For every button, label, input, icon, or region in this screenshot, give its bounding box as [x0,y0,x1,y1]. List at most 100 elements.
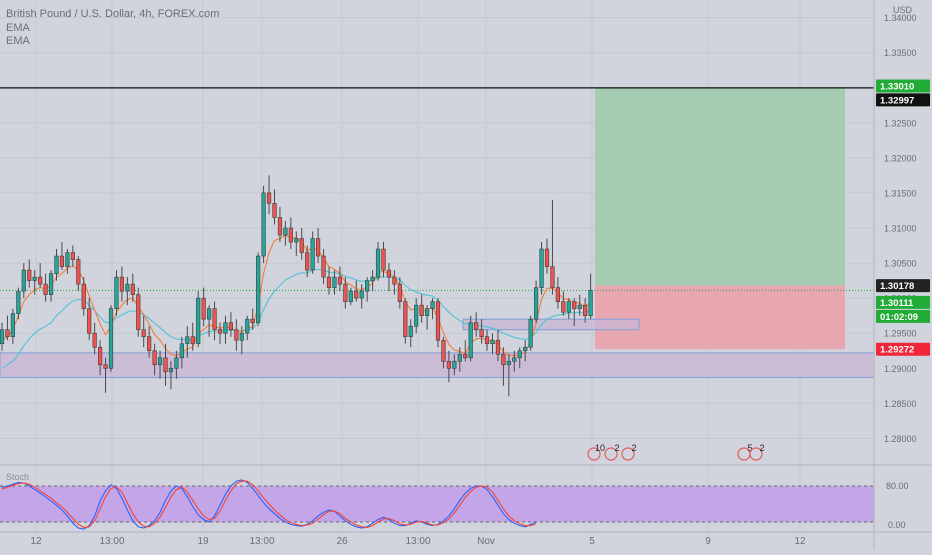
candle [168,361,174,390]
candle [141,315,146,348]
candle [250,308,255,330]
candle [550,199,555,295]
time-tick-label: 13:00 [405,536,430,547]
event-marker: 2 [749,443,765,461]
candle [577,294,582,316]
candle [588,273,593,320]
stoch-tick-80: 80.00 [886,481,909,491]
candle [495,329,501,362]
candle [65,249,70,274]
stop-price-tag: 1.29272 [876,342,930,356]
price-tick-label: 1.29000 [884,364,917,374]
candle [119,266,124,302]
candle [212,301,217,341]
target-zone [595,86,845,286]
candle [81,277,86,316]
target-price-tag: 1.33010 [876,79,930,93]
time-tick-label: 26 [336,536,348,547]
candle [196,291,201,348]
candle [326,266,332,295]
event-marker-count: 2 [759,443,764,453]
candle [343,277,348,309]
stoch-band [0,486,874,522]
event-marker-count: 10 [595,443,605,453]
time-tick-label: 12 [794,536,806,547]
candle [457,347,462,372]
line-price-tag: 1.32997 [876,93,930,107]
price-tick-label: 1.32000 [884,153,917,163]
candle [16,287,21,320]
candle [430,298,435,320]
candle [479,319,484,344]
candle [261,185,266,264]
stoch-tick-0: 0.00 [888,520,906,530]
candle [223,315,228,344]
candle [583,298,588,323]
candle [185,326,190,358]
candle [76,256,81,292]
candle [397,277,402,309]
candle [54,249,59,281]
candle [5,315,10,341]
candle [59,242,65,271]
candle [136,287,141,337]
candle [501,347,506,386]
candle [446,350,452,383]
candle [490,333,495,355]
candle [70,245,75,267]
candle [108,305,114,372]
candle [32,270,37,295]
candle [48,270,54,302]
stoch-label: Stoch [6,472,29,482]
candle [544,238,550,274]
candle [566,298,571,320]
candle [315,227,321,264]
candle [245,315,250,341]
currency-label: USD [893,5,913,15]
candle [468,315,473,362]
candle [294,231,299,257]
candle [217,322,223,344]
time-tick-label: 13:00 [249,536,274,547]
candle [375,242,381,281]
svg-text:01:02:09: 01:02:09 [880,312,918,323]
candle [174,350,179,379]
svg-text:1.30111: 1.30111 [880,298,914,309]
candle [512,350,517,372]
candle [463,340,468,362]
candle [441,336,446,369]
event-marker-count: 5 [747,443,752,453]
price-tick-label: 1.34000 [884,13,917,23]
candle [38,263,43,288]
event-marker: 2 [621,443,637,461]
candle [125,277,130,306]
candle [163,343,168,386]
time-tick-label: 13:00 [99,536,124,547]
candle [299,227,304,260]
candle [207,305,212,337]
price-tick-label: 1.31000 [884,223,917,233]
stoch-k-line [1,479,537,530]
entry-price-tag: 1.30178 [876,279,930,293]
candle [256,252,261,327]
svg-text:1.33010: 1.33010 [880,81,914,92]
candle [561,291,566,316]
price-tick-label: 1.29500 [884,329,917,339]
candle [506,354,511,397]
svg-text:1.30178: 1.30178 [880,281,914,292]
candle [528,315,533,351]
indicator-ema-fast-label[interactable]: EMA [6,22,30,34]
candle [43,273,48,302]
candle [288,217,293,250]
stoch-d-line [1,480,537,528]
candle [179,336,184,369]
demand-zone [0,352,875,378]
price-tick-label: 1.28500 [884,399,917,409]
candle [403,298,408,344]
candle [190,322,195,351]
indicator-ema-slow-label[interactable]: EMA [6,35,30,47]
candle [266,175,272,214]
candle [157,350,163,379]
